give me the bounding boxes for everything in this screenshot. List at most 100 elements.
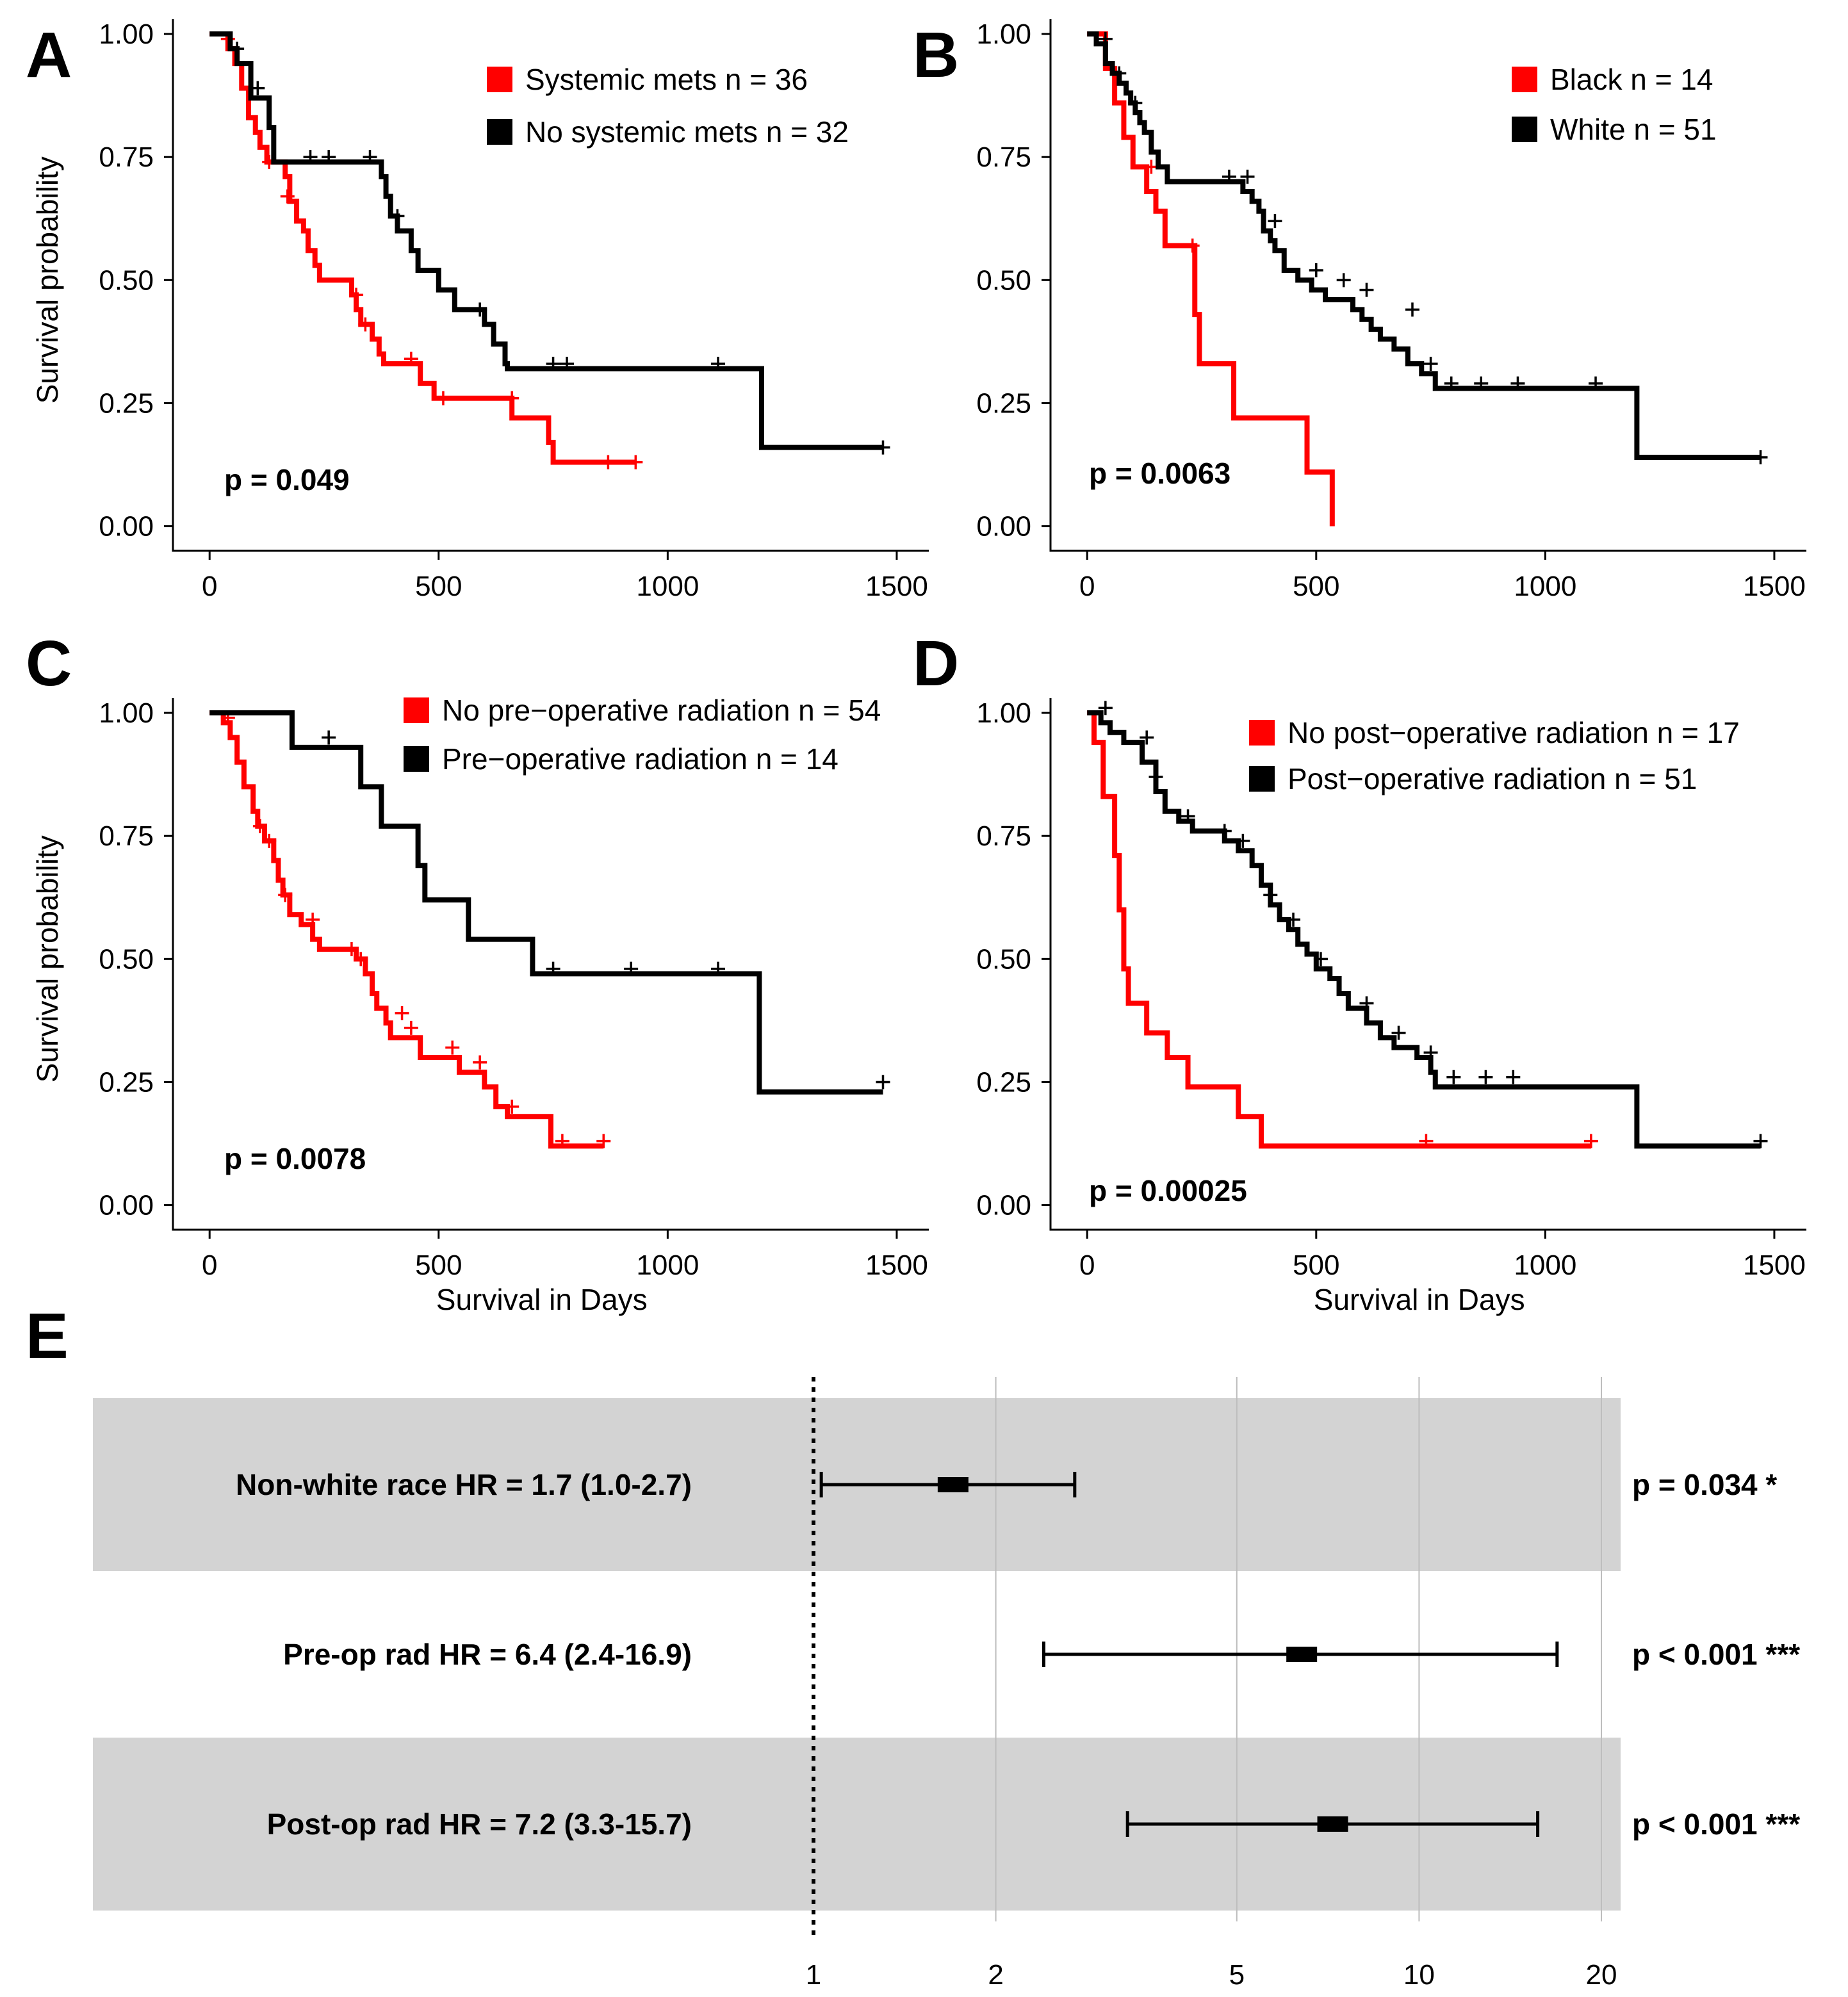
- censor-mark: [395, 1006, 409, 1020]
- censor-mark: [1217, 824, 1232, 838]
- axis-line: [1049, 19, 1806, 552]
- x-tick-label: 1: [806, 1959, 821, 1991]
- censor-mark: [1423, 356, 1438, 371]
- y-tick-label: 0.25: [976, 1066, 1031, 1098]
- axis-line: [1049, 698, 1806, 1231]
- censor-mark: [1753, 450, 1768, 464]
- panel-label-b: B: [913, 19, 959, 91]
- survival-curve-red: [1087, 710, 1591, 1149]
- censor-mark: [1478, 1070, 1493, 1084]
- censor-mark: [1112, 66, 1127, 81]
- censor-mark: [280, 189, 295, 204]
- censor-mark: [1140, 730, 1154, 745]
- survival-curve-black: [209, 710, 883, 1095]
- censor-mark: [354, 952, 368, 966]
- legend-label: No systemic mets n = 32: [525, 115, 849, 149]
- legend: Systemic mets n = 36 No systemic mets n …: [487, 63, 849, 149]
- legend-key-red: [1512, 67, 1537, 92]
- forest-rows: Non-white race HR = 1.7 (1.0-2.7) p = 0.…: [236, 1468, 1800, 1841]
- x-axis-title: Survival in Days: [436, 1283, 648, 1316]
- x-tick-label: 10: [1403, 1959, 1435, 1991]
- gridlines: [812, 1377, 1602, 1941]
- censor-mark: [1446, 1070, 1461, 1084]
- row-p-value: p = 0.034 *: [1632, 1468, 1777, 1501]
- censor-mark: [1313, 952, 1328, 966]
- censor-mark: [1185, 238, 1200, 253]
- axis-line: [172, 19, 929, 552]
- censor-mark: [404, 1020, 418, 1035]
- censor-mark: [1181, 809, 1195, 824]
- y-tick-label: 0.75: [976, 820, 1031, 852]
- censor-mark: [1236, 833, 1250, 848]
- survival-curve-red: [1087, 31, 1335, 526]
- censor-mark: [322, 730, 336, 745]
- censor-mark: [1419, 1134, 1434, 1148]
- row-label: Non-white race HR = 1.7 (1.0-2.7): [236, 1468, 692, 1501]
- y-tick-label: 1.00: [99, 697, 154, 729]
- y-tick-label: 0.25: [976, 387, 1031, 419]
- row-p-value: p < 0.001 ***: [1632, 1638, 1800, 1671]
- x-tick-label: 1000: [636, 1250, 699, 1281]
- censor-mark: [601, 455, 616, 469]
- censor-mark: [1510, 376, 1525, 391]
- hr-point: [1317, 1816, 1348, 1832]
- censor-mark: [546, 356, 560, 371]
- legend: No pre−operative radiation n = 54 Pre−op…: [404, 694, 881, 776]
- censor-mark: [1222, 169, 1236, 184]
- censor-mark: [1506, 1070, 1521, 1084]
- legend-label: No pre−operative radiation n = 54: [442, 694, 881, 727]
- panel-label-d: D: [913, 628, 959, 699]
- legend-key-black: [487, 119, 512, 145]
- y-tick-label: 0.00: [976, 511, 1031, 542]
- censor-mark: [358, 317, 373, 332]
- hr-point: [1286, 1647, 1318, 1662]
- censor-mark: [363, 150, 377, 165]
- x-ticks: 1 2 5 10 20: [806, 1959, 1617, 1991]
- censor-mark: [390, 209, 405, 224]
- censor-mark: [473, 302, 487, 317]
- legend-key-black: [404, 746, 429, 772]
- panel-label-e: E: [26, 1300, 69, 1372]
- censor-mark: [1098, 701, 1113, 715]
- censor-mark: [1263, 888, 1278, 902]
- x-tick-label: 500: [415, 1250, 462, 1281]
- censor-mark: [505, 1099, 519, 1114]
- censor-mark: [322, 150, 336, 165]
- censor-mark: [711, 356, 726, 371]
- x-tick-label: 2: [988, 1959, 1003, 1991]
- y-tick-label: 0.25: [99, 387, 154, 419]
- row-label: Pre-op rad HR = 6.4 (2.4-16.9): [283, 1638, 692, 1671]
- y-tick-label: 0.75: [99, 142, 154, 173]
- hr-point: [937, 1477, 969, 1492]
- censor-mark: [711, 961, 726, 976]
- censor-mark: [278, 888, 293, 902]
- legend-label: No post−operative radiation n = 17: [1288, 716, 1740, 749]
- censor-mark: [1309, 263, 1323, 277]
- y-tick-label: 0.00: [99, 1190, 154, 1221]
- y-axis-title: Survival probability: [31, 835, 64, 1082]
- x-tick-label: 1500: [1743, 571, 1806, 602]
- censor-mark: [560, 356, 575, 371]
- censor-mark: [473, 1055, 487, 1070]
- y-tick-label: 0.50: [976, 265, 1031, 296]
- plot-area: 0 500 1000 1500 0.00 0.25 0.50 0.75 1.00: [976, 19, 1806, 602]
- row-label: Post-op rad HR = 7.2 (3.3-15.7): [267, 1807, 692, 1841]
- plot-area: 0 500 1000 1500 0.00 0.25 0.50 0.75 1.00: [99, 697, 929, 1281]
- censor-mark: [303, 150, 318, 165]
- censor-mark: [1583, 1134, 1598, 1148]
- panel-d: D Survival in Days 0 500 1000 15000.000.250…: [913, 628, 1806, 1316]
- x-tick-label: 1000: [1514, 571, 1576, 602]
- p-value: p = 0.0063: [1089, 457, 1231, 490]
- censor-mark: [1589, 376, 1603, 391]
- censor-mark: [1336, 273, 1351, 288]
- y-tick-label: 0.75: [99, 820, 154, 852]
- x-tick-label: 1500: [865, 1250, 928, 1281]
- censor-mark: [1444, 376, 1459, 391]
- survival-curve-red: [209, 710, 604, 1149]
- censor-mark: [344, 941, 359, 956]
- p-value: p = 0.049: [224, 463, 350, 496]
- censor-mark: [596, 1134, 611, 1148]
- censor-mark: [1405, 302, 1419, 317]
- x-tick-label: 1000: [1514, 1250, 1576, 1281]
- row-p-value: p < 0.001 ***: [1632, 1807, 1800, 1841]
